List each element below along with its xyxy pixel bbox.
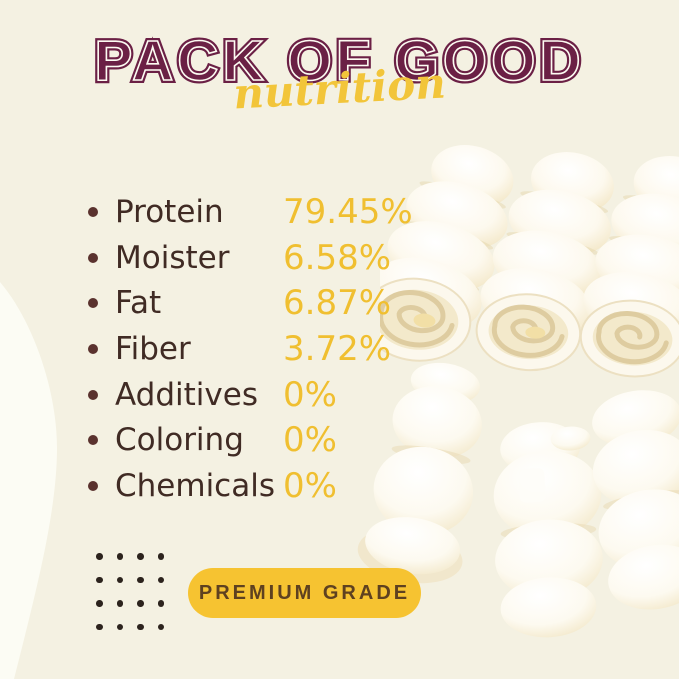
dot: [116, 576, 123, 583]
header: PACK OF GOOD PACK OF GOOD: [0, 26, 679, 98]
nutrient-label: Fat: [115, 285, 162, 322]
nutrient-value: 79.45%: [283, 191, 413, 232]
rolled-chews-photo: [380, 145, 679, 378]
dot: [137, 600, 144, 607]
nutrient-value: 0%: [283, 420, 337, 461]
bullet-icon: [88, 389, 98, 400]
bullet-icon: [88, 343, 98, 354]
nutrient-value: 6.58%: [283, 237, 392, 278]
dot: [137, 623, 144, 630]
nutrient-label: Fiber: [115, 330, 191, 367]
nutrition-row-additives: Additives 0%: [88, 372, 413, 418]
dot: [96, 623, 103, 630]
nutrient-value: 3.72%: [283, 328, 392, 369]
dot: [157, 623, 164, 630]
premium-grade-badge: PREMIUM GRADE: [188, 568, 421, 618]
nutrition-row-moister: Moister 6.58%: [88, 235, 413, 281]
dot: [137, 576, 144, 583]
nutrient-value: 0%: [283, 374, 337, 415]
dot: [137, 553, 144, 560]
nutrient-label: Additives: [115, 376, 258, 413]
dot: [96, 600, 103, 607]
nutrient-value: 6.87%: [283, 283, 392, 324]
badge-label: PREMIUM GRADE: [198, 581, 411, 604]
dot-grid-decoration: [96, 553, 164, 630]
bullet-icon: [88, 206, 98, 217]
bullet-icon: [88, 435, 98, 446]
dot: [157, 576, 164, 583]
bullet-icon: [88, 252, 98, 263]
page-title-inline-outline: PACK OF GOOD: [94, 28, 585, 94]
dot: [157, 600, 164, 607]
dot: [116, 553, 123, 560]
nutrient-label: Protein: [115, 193, 224, 230]
nutrition-row-fiber: Fiber 3.72%: [88, 326, 413, 372]
nutrient-label: Moister: [115, 239, 230, 276]
bullet-icon: [88, 298, 98, 309]
dot: [116, 600, 123, 607]
nutrition-row-protein: Protein 79.45%: [88, 189, 413, 235]
dot: [157, 553, 164, 560]
stacked-chews-photo: [357, 362, 679, 638]
nutrition-row-fat: Fat 6.87%: [88, 280, 413, 326]
nutrient-label: Chemicals: [115, 467, 275, 504]
nutrient-value: 0%: [283, 465, 337, 506]
dot: [116, 623, 123, 630]
nutrient-label: Coloring: [115, 422, 244, 459]
page-title: PACK OF GOOD: [91, 26, 585, 96]
dot: [96, 576, 103, 583]
nutrition-row-coloring: Coloring 0%: [88, 417, 413, 463]
bullet-icon: [88, 480, 98, 491]
nutrition-row-chemicals: Chemicals 0%: [88, 463, 413, 509]
nutrition-list: Protein 79.45% Moister 6.58% Fat 6.87% F…: [88, 189, 413, 509]
dot: [96, 553, 103, 560]
